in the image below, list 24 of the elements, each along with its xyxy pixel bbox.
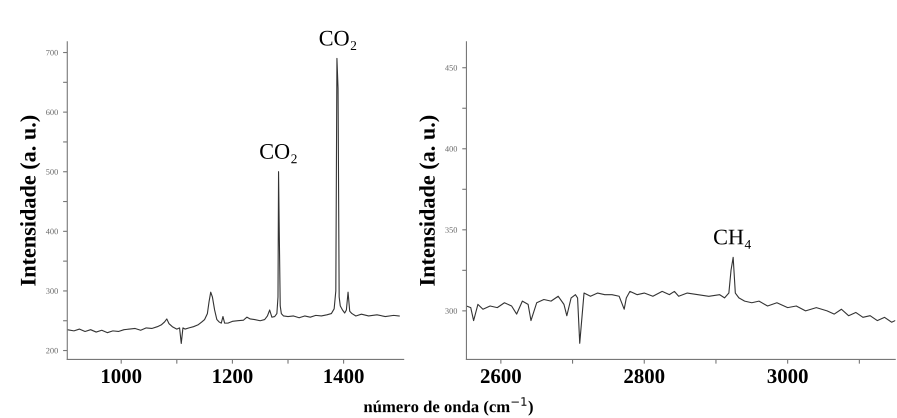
y-tick-label: 400 (445, 146, 458, 152)
y-tick-label: 400 (46, 228, 58, 234)
x-tick-label: 2800 (624, 369, 664, 384)
annotation: CO₂ (260, 144, 297, 164)
y-axis-title: Intensidade (a. u.) (20, 116, 40, 286)
y-tick-label: 600 (46, 109, 58, 116)
annotation: CO₂ (320, 30, 356, 50)
x-tick-label: 1000 (102, 369, 142, 384)
y-tick-label: 300 (445, 308, 458, 314)
x-tick-label: 1400 (324, 369, 364, 384)
y-tick-label: 350 (445, 227, 458, 233)
y-tick-label: 300 (46, 288, 58, 294)
x-tick-label: 3000 (768, 369, 808, 384)
x-axis-title: número de onda (cm$^{−1}$) (364, 397, 533, 416)
y-tick-label: 200 (46, 348, 58, 354)
line-series (466, 256, 896, 344)
y-tick-label: 700 (46, 50, 58, 56)
y-axis-title: Intensidade (a. u.) (419, 116, 440, 286)
y-tick-label: 450 (445, 65, 458, 71)
y-tick-label: 500 (46, 169, 58, 175)
x-tick-label: 2600 (480, 369, 521, 384)
annotation: CH₄ (714, 230, 751, 249)
x-tick-label: 1200 (213, 369, 252, 384)
line-series (67, 58, 400, 344)
